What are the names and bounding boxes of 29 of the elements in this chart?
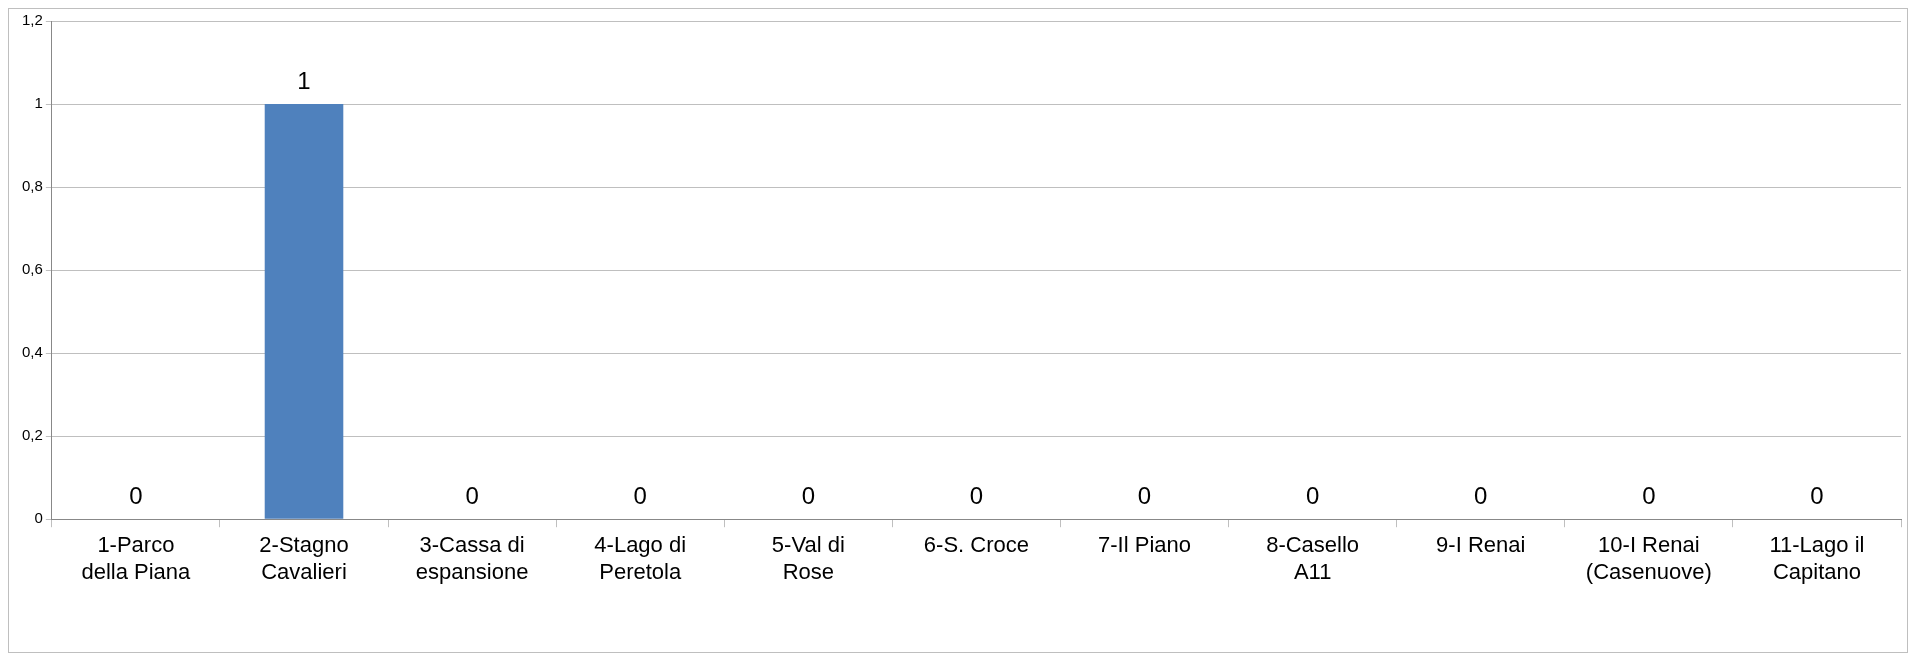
data-label: 0 <box>801 481 815 509</box>
data-label: 0 <box>129 481 143 509</box>
y-tick-label: 0,8 <box>21 177 43 195</box>
x-tick-label: 3-Cassa di espansione <box>415 532 529 584</box>
y-tick-label: 0,4 <box>21 343 43 361</box>
data-label: 0 <box>465 481 479 509</box>
data-label: 0 <box>1305 481 1320 509</box>
data-label: 0 <box>969 481 984 509</box>
x-tick-label: 9-I Renai <box>1436 532 1526 558</box>
data-label: 0 <box>1642 481 1656 509</box>
y-tick-label: 0,6 <box>21 260 43 278</box>
y-tick-label: 1,2 <box>21 11 43 29</box>
x-tick-label: 6-S. Croce <box>923 532 1029 558</box>
x-tick-label: 8-Casello A11 <box>1266 532 1360 584</box>
x-tick-label: 5-Val di Rose <box>771 532 845 584</box>
data-label: 1 <box>297 66 311 94</box>
x-tick-label: 11-Lago il Capitano <box>1769 532 1865 584</box>
x-tick-label: 2-Stagno Cavalieri <box>259 532 349 584</box>
y-tick-label: 1 <box>34 94 43 112</box>
x-tick-label: 1-Parco della Piana <box>81 532 192 584</box>
y-tick-label: 0 <box>34 509 43 527</box>
data-label: 0 <box>633 481 647 509</box>
data-label: 0 <box>1137 481 1152 509</box>
x-tick-label: 10-I Renai (Casenuove) <box>1585 532 1712 584</box>
y-tick-label: 0,2 <box>21 426 43 444</box>
data-label: 0 <box>1810 481 1824 509</box>
data-label: 0 <box>1474 481 1488 509</box>
x-tick-label: 4-Lago di Peretola <box>594 532 687 584</box>
x-tick-label: 7-Il Piano <box>1098 532 1192 558</box>
